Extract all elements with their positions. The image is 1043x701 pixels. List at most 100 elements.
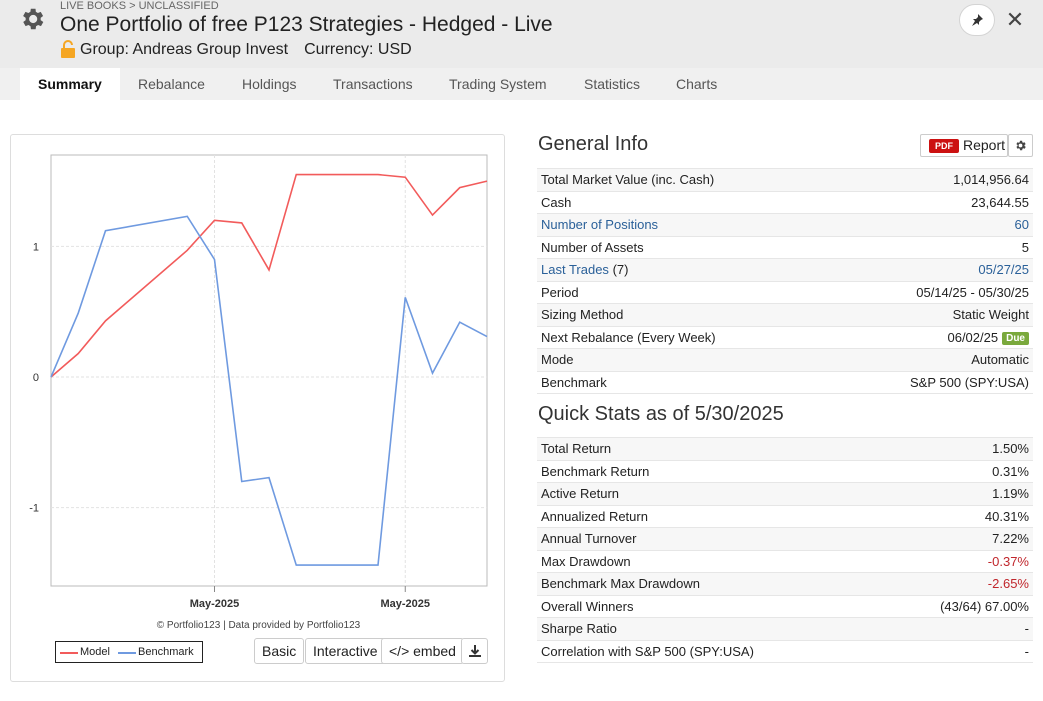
chart-panel: 1 0 -1 May-2025 May-2025 © Portfolio123 | Da… — [10, 134, 505, 682]
pin-icon — [972, 14, 983, 26]
group-currency-line: Group: Andreas Group Invest Currency: USD — [80, 41, 412, 59]
row-value: 0.31% — [881, 460, 1033, 483]
quick-stats-table: Total Return 1.50% Benchmark Return 0.31% … — [537, 437, 1033, 663]
row-label: Period — [537, 281, 830, 304]
general-info-table: Total Market Value (inc. Cash) 1,014,956.… — [537, 168, 1033, 394]
last-trades-link[interactable]: Last Trades — [541, 262, 609, 278]
row-value: 5 — [829, 236, 1033, 259]
legend-model-swatch — [60, 652, 78, 654]
series-line-benchmark — [50, 215, 488, 566]
interactive-button[interactable]: Interactive — [305, 638, 386, 664]
row-value: 1.50% — [881, 437, 1033, 461]
table-row: Sharpe Ratio - — [537, 617, 1033, 641]
table-row: Period 05/14/25 - 05/30/25 — [537, 281, 1033, 304]
legend-benchmark-label[interactable]: Benchmark — [138, 646, 194, 658]
table-row: Cash 23,644.55 — [537, 191, 1033, 214]
table-row: Benchmark Max Drawdown -2.65% — [537, 572, 1033, 596]
breadcrumb[interactable]: LIVE BOOKS > UNCLASSIFIED — [60, 0, 219, 12]
row-value: (43/64) 67.00% — [881, 595, 1033, 618]
row-value: S&P 500 (SPY:USA) — [829, 371, 1033, 394]
row-label: Number of Assets — [537, 236, 830, 259]
settings-gear-icon[interactable] — [18, 5, 46, 33]
series-line-model — [50, 173, 488, 378]
tab-statistics[interactable]: Statistics — [584, 76, 641, 92]
page-title: One Portfolio of free P123 Strategies - … — [60, 13, 553, 36]
row-value: -2.65% — [881, 572, 1033, 596]
x-tick-label: May-2025 — [190, 598, 240, 610]
table-row: Overall Winners (43/64) 67.00% — [537, 595, 1033, 618]
table-row: Annualized Return 40.31% — [537, 505, 1033, 528]
row-value: - — [881, 617, 1033, 641]
row-value: 23,644.55 — [829, 191, 1033, 214]
table-row: Correlation with S&P 500 (SPY:USA) - — [537, 640, 1033, 663]
positions-count-link[interactable]: 60 — [829, 213, 1033, 237]
tab-trading-system[interactable]: Trading System — [449, 76, 547, 92]
tab-bar: Summary Rebalance Holdings Transactions … — [0, 68, 1043, 100]
row-value: 06/02/25 — [947, 329, 999, 345]
row-label: Benchmark Max Drawdown — [537, 572, 882, 596]
table-row: Last Trades (7) 05/27/25 — [537, 258, 1033, 282]
row-label: Total Market Value (inc. Cash) — [537, 168, 830, 192]
tab-holdings[interactable]: Holdings — [242, 76, 297, 92]
table-row: Number of Positions 60 — [537, 213, 1033, 237]
embed-button[interactable]: </> embed — [381, 638, 464, 664]
table-row: Active Return 1.19% — [537, 482, 1033, 506]
last-trades-date-link[interactable]: 05/27/25 — [829, 258, 1033, 282]
table-row: Next Rebalance (Every Week) 06/02/25 Due — [537, 326, 1033, 349]
row-value: -0.37% — [881, 550, 1033, 573]
row-value: Static Weight — [829, 303, 1033, 327]
table-row: Sizing Method Static Weight — [537, 303, 1033, 327]
x-tick-label: May-2025 — [380, 598, 430, 610]
legend-benchmark-swatch — [118, 652, 136, 654]
pdf-badge: PDF — [929, 139, 959, 153]
plot-area — [50, 154, 488, 587]
table-row: Total Return 1.50% — [537, 437, 1033, 461]
download-icon — [468, 645, 481, 657]
row-value: Automatic — [829, 348, 1033, 372]
performance-chart[interactable]: 1 0 -1 May-2025 May-2025 — [11, 135, 506, 615]
table-row: Total Market Value (inc. Cash) 1,014,956.… — [537, 168, 1033, 192]
last-trades-count: (7) — [612, 262, 629, 278]
y-tick-label: 0 — [33, 372, 39, 384]
row-label: Cash — [537, 191, 830, 214]
row-label: Sharpe Ratio — [537, 617, 882, 641]
tab-transactions[interactable]: Transactions — [333, 76, 413, 92]
lock-icon — [61, 40, 75, 58]
basic-button[interactable]: Basic — [254, 638, 305, 664]
row-label: Max Drawdown — [537, 550, 882, 573]
row-value: - — [881, 640, 1033, 663]
table-row: Benchmark S&P 500 (SPY:USA) — [537, 371, 1033, 394]
row-label: Next Rebalance (Every Week) — [537, 326, 830, 349]
row-label: Total Return — [537, 437, 882, 461]
row-value: 40.31% — [881, 505, 1033, 528]
tab-charts[interactable]: Charts — [676, 76, 718, 92]
header-bar: LIVE BOOKS > UNCLASSIFIED One Portfolio … — [0, 0, 1043, 68]
row-label: Benchmark Return — [537, 460, 882, 483]
table-row: Max Drawdown -0.37% — [537, 550, 1033, 573]
report-settings-button[interactable] — [1008, 134, 1033, 157]
y-tick-label: -1 — [29, 503, 39, 515]
row-label: Sizing Method — [537, 303, 830, 327]
general-info-title: General Info — [538, 133, 649, 155]
report-button[interactable]: PDF Report — [920, 134, 1008, 157]
row-label: Annual Turnover — [537, 527, 882, 551]
table-row: Benchmark Return 0.31% — [537, 460, 1033, 483]
tab-rebalance[interactable]: Rebalance — [138, 76, 205, 92]
number-of-positions-link[interactable]: Number of Positions — [537, 213, 830, 237]
quick-stats-title: Quick Stats as of 5/30/2025 — [538, 403, 784, 425]
due-badge: Due — [1002, 331, 1029, 345]
row-value: 05/14/25 - 05/30/25 — [829, 281, 1033, 304]
row-value: 1,014,956.64 — [829, 168, 1033, 192]
chart-credit: © Portfolio123 | Data provided by Portfo… — [156, 620, 361, 631]
gear-icon — [1016, 140, 1026, 151]
currency-label: Currency: USD — [304, 41, 412, 58]
legend-model-label[interactable]: Model — [80, 646, 110, 658]
tab-summary[interactable]: Summary — [20, 68, 120, 100]
close-icon[interactable]: ✕ — [1005, 7, 1025, 32]
row-label: Overall Winners — [537, 595, 882, 618]
pin-button[interactable] — [959, 4, 995, 36]
group-label: Group: Andreas Group Invest — [80, 41, 289, 58]
row-label: Annualized Return — [537, 505, 882, 528]
table-row: Annual Turnover 7.22% — [537, 527, 1033, 551]
download-button[interactable] — [461, 638, 488, 664]
